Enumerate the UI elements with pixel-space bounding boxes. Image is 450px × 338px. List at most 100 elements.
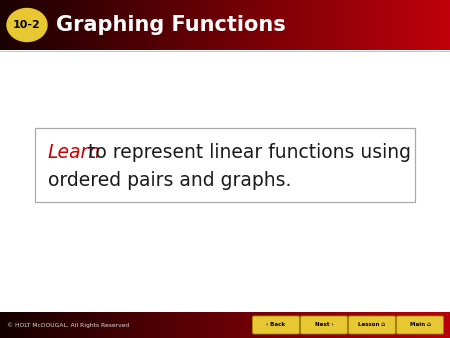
Bar xyxy=(324,0,326,50)
Bar xyxy=(324,312,326,338)
Bar xyxy=(28,312,31,338)
Text: Learn: Learn xyxy=(48,143,101,162)
Bar xyxy=(141,0,143,50)
Bar xyxy=(291,0,293,50)
Bar xyxy=(222,312,224,338)
Bar xyxy=(292,312,294,338)
Bar xyxy=(392,0,393,50)
Bar xyxy=(129,312,131,338)
Bar xyxy=(316,0,319,50)
Bar xyxy=(204,312,206,338)
Bar xyxy=(278,312,279,338)
Bar xyxy=(118,312,121,338)
Bar xyxy=(72,312,74,338)
Bar xyxy=(423,312,425,338)
Bar xyxy=(444,0,446,50)
Bar xyxy=(213,312,215,338)
Bar xyxy=(93,0,95,50)
Bar xyxy=(108,0,110,50)
Bar xyxy=(89,0,90,50)
Bar xyxy=(363,0,365,50)
Bar xyxy=(328,312,330,338)
Bar xyxy=(441,312,443,338)
Bar xyxy=(166,0,168,50)
Bar xyxy=(330,0,332,50)
Bar xyxy=(382,0,384,50)
Bar xyxy=(78,0,80,50)
Bar xyxy=(316,312,319,338)
Bar xyxy=(342,0,344,50)
Bar xyxy=(399,312,401,338)
Bar xyxy=(18,312,20,338)
Bar xyxy=(126,312,128,338)
Bar xyxy=(81,0,83,50)
Bar xyxy=(45,312,47,338)
Bar xyxy=(352,0,355,50)
Bar xyxy=(336,312,338,338)
Bar xyxy=(166,312,168,338)
Bar xyxy=(345,312,347,338)
Bar xyxy=(231,0,233,50)
Bar xyxy=(46,0,49,50)
Bar xyxy=(325,312,328,338)
Bar xyxy=(305,312,306,338)
Bar xyxy=(253,0,256,50)
Bar xyxy=(206,312,207,338)
Bar xyxy=(44,0,45,50)
Bar xyxy=(384,0,386,50)
Bar xyxy=(93,312,95,338)
Bar xyxy=(4,312,6,338)
Bar xyxy=(183,0,185,50)
Bar xyxy=(297,0,299,50)
Bar xyxy=(15,312,17,338)
Bar xyxy=(116,312,117,338)
Bar xyxy=(374,0,375,50)
Bar xyxy=(258,312,260,338)
Bar xyxy=(198,0,200,50)
Bar xyxy=(357,312,359,338)
Bar xyxy=(368,0,369,50)
Bar xyxy=(338,0,339,50)
Bar xyxy=(375,0,377,50)
Bar xyxy=(120,312,122,338)
Bar xyxy=(94,312,96,338)
Bar xyxy=(172,0,175,50)
Bar xyxy=(71,0,72,50)
Bar xyxy=(276,0,278,50)
Bar xyxy=(96,312,98,338)
Bar xyxy=(8,0,9,50)
Bar xyxy=(306,312,308,338)
Bar xyxy=(90,0,92,50)
Bar xyxy=(21,0,23,50)
Bar xyxy=(318,0,320,50)
Bar xyxy=(212,0,213,50)
Bar xyxy=(144,312,146,338)
Bar xyxy=(300,312,302,338)
Bar xyxy=(206,0,207,50)
Bar xyxy=(190,312,193,338)
Bar xyxy=(197,0,198,50)
Bar xyxy=(183,312,185,338)
Bar xyxy=(91,312,94,338)
Bar xyxy=(122,0,123,50)
Bar xyxy=(63,312,65,338)
Bar xyxy=(153,0,155,50)
Bar xyxy=(372,312,374,338)
Bar xyxy=(179,312,180,338)
Text: Main ⌂: Main ⌂ xyxy=(410,322,431,328)
Bar xyxy=(440,0,441,50)
Bar xyxy=(171,312,173,338)
Bar xyxy=(432,312,434,338)
Bar xyxy=(17,312,18,338)
Bar xyxy=(314,312,315,338)
Bar xyxy=(343,312,346,338)
Bar xyxy=(243,0,245,50)
Bar xyxy=(446,0,447,50)
Bar xyxy=(288,312,290,338)
Bar xyxy=(1,0,4,50)
Bar xyxy=(33,0,35,50)
Bar xyxy=(411,312,413,338)
Bar xyxy=(387,0,389,50)
Bar xyxy=(262,312,265,338)
Bar xyxy=(3,0,5,50)
